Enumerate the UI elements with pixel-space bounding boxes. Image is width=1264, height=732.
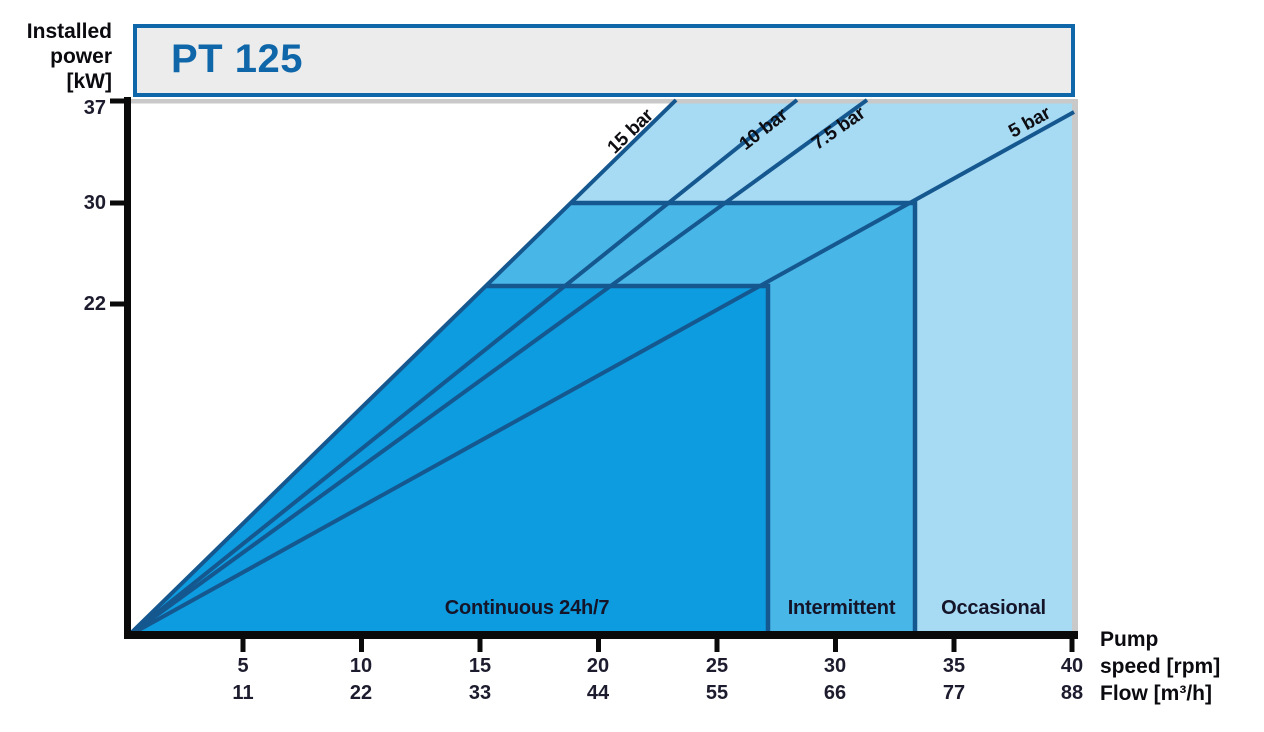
x-tick-rpm-5: 5: [237, 655, 249, 677]
top-border-gray: [131, 99, 1078, 104]
y-tick-30: 30: [83, 192, 106, 214]
title-box: PT 125: [133, 24, 1075, 97]
chart-title: PT 125: [171, 37, 303, 81]
y-axis-name-line3: [kW]: [66, 70, 113, 93]
x-tick-rpm-20: 20: [586, 655, 610, 677]
y-axis-name-line1: Installed: [26, 20, 112, 43]
line-15bar: [126, 98, 678, 638]
continuous-region-border: [486, 283, 771, 636]
x-axis-ticks: [240, 639, 1075, 652]
x-tick-rpm-40: 40: [1060, 655, 1084, 677]
x-tick-rpm-35: 35: [942, 655, 966, 677]
y-axis-ticks: [110, 98, 125, 307]
intermittent-region-border: [571, 200, 918, 636]
x-tick-flow-77: 77: [942, 682, 966, 704]
right-border-gray: [1072, 99, 1078, 631]
y-tick-22: 22: [83, 293, 106, 315]
line-5bar: [127, 110, 1075, 638]
line-7-5bar: [126, 98, 869, 638]
x-tick-flow-11: 11: [232, 682, 254, 704]
x-tick-flow-33: 33: [468, 682, 492, 704]
line-10bar: [126, 98, 799, 638]
intermittent-region-label: Intermittent: [787, 597, 896, 619]
x-tick-flow-44: 44: [586, 682, 610, 704]
x-tick-rpm-15: 15: [468, 655, 492, 677]
y-tick-37: 37: [83, 97, 106, 119]
x-tick-flow-88: 88: [1060, 682, 1084, 704]
y-axis-name: Installed power [kW]: [4, 19, 112, 94]
continuous-region-label: Continuous 24h/7: [444, 597, 610, 619]
x-axis-line: [124, 631, 1078, 639]
x-axis-name: Pump speed [rpm] Flow [m³/h]: [1100, 626, 1220, 707]
y-axis-name-line2: power: [50, 45, 112, 68]
x-tick-rpm-25: 25: [705, 655, 729, 677]
x-tick-flow-66: 66: [823, 682, 847, 704]
y-axis-line: [124, 97, 131, 639]
x-axis-name-line1: Pump: [1100, 628, 1159, 651]
x-tick-rpm-30: 30: [823, 655, 847, 677]
x-axis-name-line2: speed [rpm]: [1100, 655, 1221, 678]
x-tick-flow-55: 55: [705, 682, 729, 704]
occasional-region-label: Occasional: [941, 597, 1046, 619]
x-tick-flow-22: 22: [349, 682, 373, 704]
x-axis-name-line3: Flow [m³/h]: [1100, 682, 1212, 705]
x-tick-rpm-10: 10: [349, 655, 373, 677]
